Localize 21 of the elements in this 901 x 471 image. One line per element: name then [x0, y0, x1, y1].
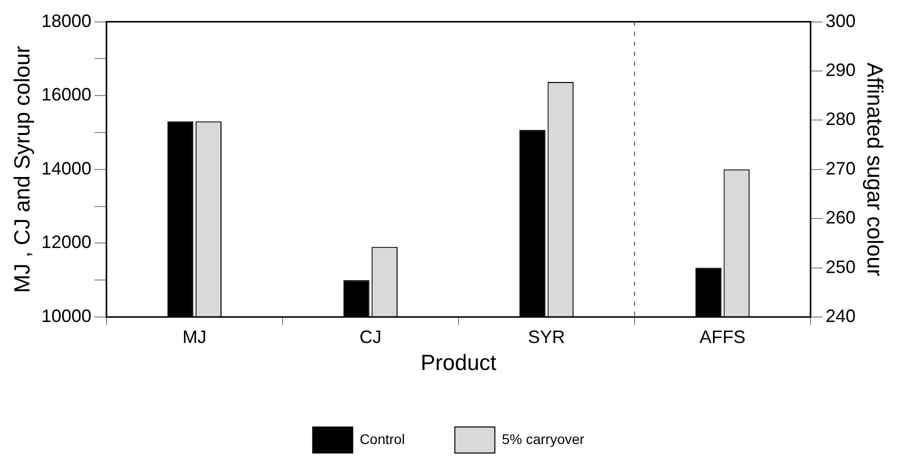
y2-tick-label: 270 — [826, 158, 856, 178]
y-tick-label: 18000 — [41, 10, 92, 31]
legend-label: 5% carryover — [502, 430, 585, 447]
x-tick-label: AFFS — [700, 326, 746, 347]
x-tick-label: MJ — [182, 326, 206, 347]
y-tick-label: 12000 — [41, 232, 92, 252]
y2-tick-label: 250 — [826, 256, 856, 277]
legend-label: Control — [360, 430, 405, 447]
y2-tick-label: 240 — [826, 306, 856, 326]
y2-tick-label: 280 — [826, 109, 856, 130]
x-tick-label: SYR — [528, 326, 566, 347]
y-tick-label: 14000 — [41, 158, 92, 178]
x-axis-title: Product — [420, 350, 496, 375]
x-tick-label: CJ — [359, 326, 382, 347]
y2-tick-label: 260 — [826, 208, 856, 228]
y2-tick-label: 290 — [826, 60, 856, 80]
y2-axis-title: Affinated sugar colour — [862, 62, 888, 276]
y-tick-label: 16000 — [41, 84, 92, 105]
y-axis-title: MJ , CJ and Syrup colour — [9, 46, 34, 293]
y-tick-label: 10000 — [41, 306, 92, 326]
y2-tick-label: 300 — [826, 10, 856, 31]
